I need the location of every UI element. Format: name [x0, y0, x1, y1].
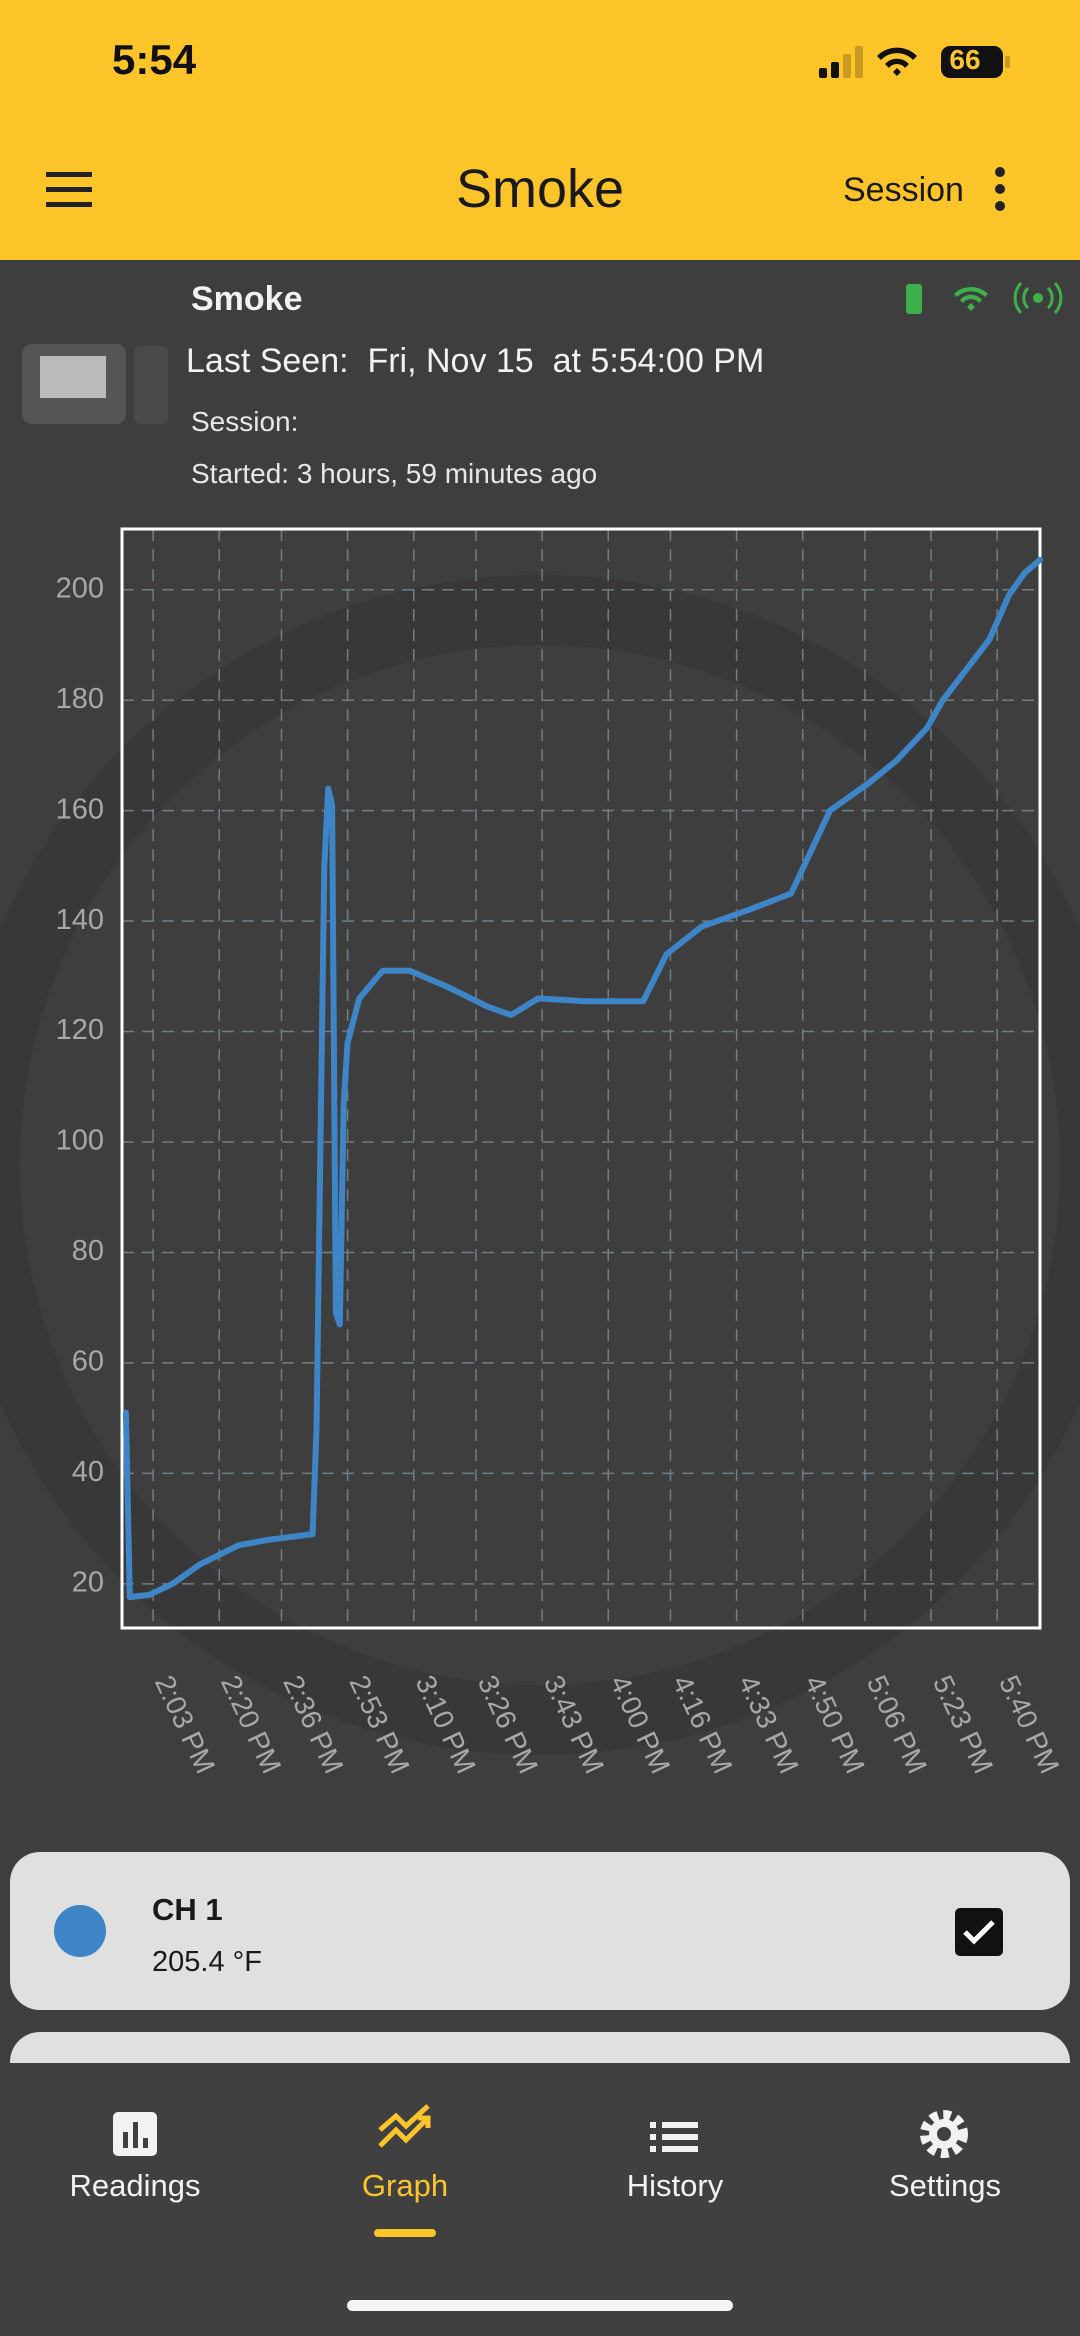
x-tick-label: 5:40 PM [993, 1671, 1065, 1779]
y-tick-label: 80 [72, 1235, 104, 1267]
channel-reading: 205.4 °F [152, 1946, 262, 1978]
y-tick-label: 140 [56, 904, 104, 936]
app-title: Smoke [455, 159, 625, 219]
header-bar [0, 0, 1080, 260]
y-tick-label: 20 [72, 1566, 104, 1598]
more-button[interactable] [990, 166, 1010, 216]
status-time: 5:54 [112, 36, 197, 83]
active-tab-indicator [374, 2229, 436, 2237]
bottom-nav [0, 2063, 1080, 2336]
last-seen: Last Seen: Fri, Nov 15 at 5:54:00 PM [186, 342, 765, 380]
device-image [22, 344, 168, 424]
channel-card[interactable] [10, 1852, 1070, 2010]
data-line [122, 556, 1043, 1601]
nav-icons [113, 2104, 968, 2158]
y-tick-label: 160 [56, 793, 104, 825]
y-tick-label: 60 [72, 1346, 104, 1378]
x-tick-label: 2:03 PM [149, 1671, 221, 1779]
battery-level: 66 [949, 44, 981, 75]
started-label: Started: 3 hours, 59 minutes ago [191, 458, 598, 489]
nav-tab[interactable]: Settings [888, 2168, 1001, 2203]
watermark [0, 575, 1080, 1755]
y-tick-label: 40 [72, 1456, 104, 1488]
home-indicator [347, 2300, 733, 2311]
y-tick-label: 200 [56, 572, 104, 604]
y-tick-label: 120 [56, 1014, 104, 1046]
channel-name: CH 1 [152, 1892, 223, 1927]
session-label: Session: [191, 406, 299, 437]
channel-color [54, 1905, 106, 1957]
menu-button[interactable] [46, 170, 94, 210]
connection-icons [906, 281, 1063, 315]
nav-tab[interactable]: Graph [361, 2168, 449, 2203]
x-tick-label: 4:50 PM [799, 1671, 871, 1779]
channel-checkbox[interactable] [954, 1907, 1004, 1957]
device-name: Smoke [191, 280, 303, 318]
y-tick-label: 180 [56, 683, 104, 715]
x-tick-label: 5:23 PM [927, 1671, 999, 1779]
session-button[interactable]: Session [843, 171, 964, 209]
y-tick-label: 100 [56, 1125, 104, 1157]
x-tick-label: 5:06 PM [861, 1671, 933, 1779]
nav-tab[interactable]: History [626, 2168, 724, 2203]
status-icons [819, 46, 1010, 78]
nav-tab[interactable]: Readings [69, 2168, 201, 2203]
plot-frame [120, 527, 1042, 1630]
